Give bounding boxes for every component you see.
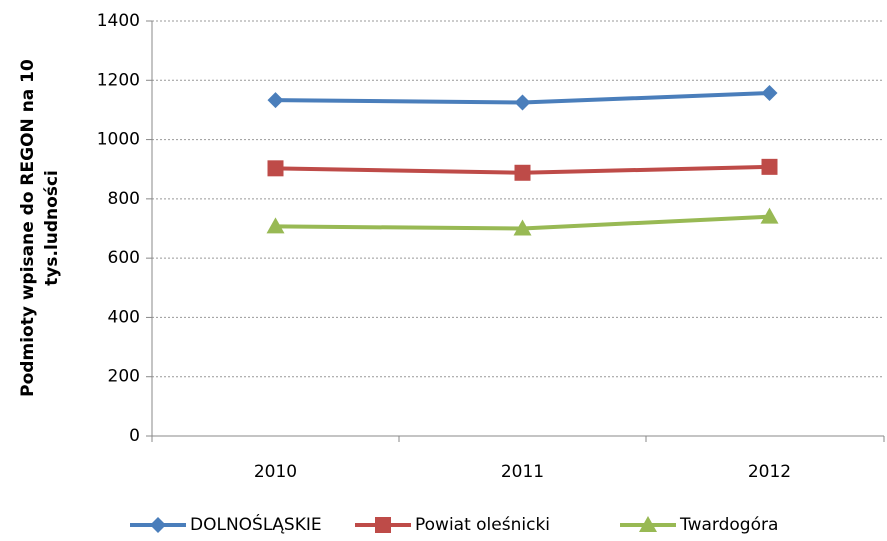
legend-label: Powiat oleśnicki (415, 515, 550, 535)
marker (375, 517, 391, 533)
legend-label: DOLNOŚLĄSKIE (190, 513, 322, 535)
y-axis-label: Podmioty wpisane do REGON na 10 (18, 59, 38, 397)
marker (761, 158, 778, 175)
marker (514, 164, 531, 181)
marker (150, 517, 166, 533)
x-tick-label: 2011 (501, 462, 544, 482)
marker (639, 516, 657, 532)
x-tick-label: 2010 (254, 462, 297, 482)
marker (761, 85, 778, 102)
y-tick-label: 1200 (97, 70, 140, 90)
x-tick-label: 2012 (748, 462, 791, 482)
marker (760, 207, 779, 224)
legend-label: Twardogóra (679, 515, 778, 535)
y-tick-label: 1400 (97, 11, 140, 31)
marker (267, 92, 284, 109)
y-tick-label: 200 (108, 367, 140, 387)
marker (514, 94, 531, 111)
y-tick-label: 800 (108, 189, 140, 209)
y-axis-label: tys.ludności (42, 170, 62, 286)
y-tick-label: 600 (108, 248, 140, 268)
marker (267, 160, 284, 177)
y-tick-label: 400 (108, 307, 140, 327)
marker (513, 219, 532, 236)
marker (266, 217, 285, 234)
y-tick-label: 1000 (97, 130, 140, 150)
y-tick-label: 0 (129, 426, 140, 446)
